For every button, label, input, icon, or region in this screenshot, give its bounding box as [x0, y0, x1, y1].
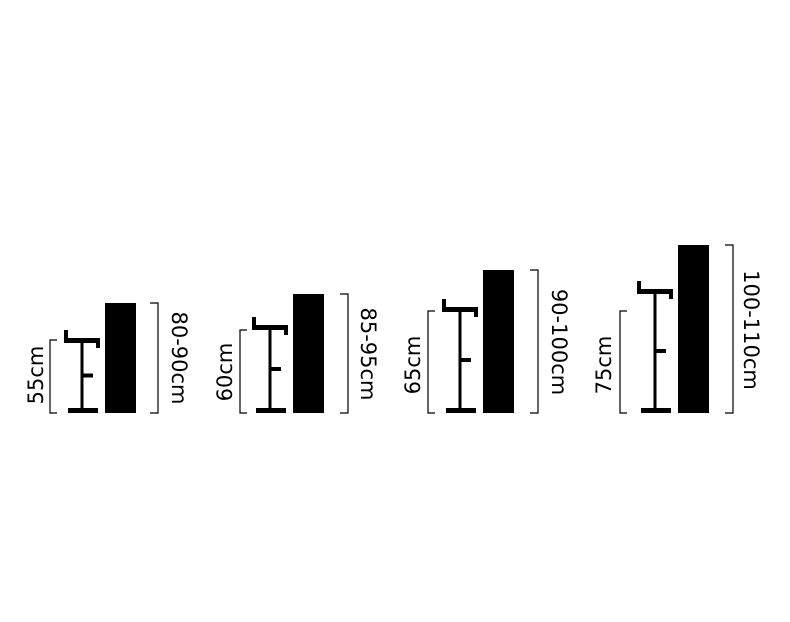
range-bracket	[340, 293, 349, 414]
stand-peg	[82, 373, 93, 378]
stand-hook-right	[669, 289, 673, 299]
range-bracket	[150, 302, 159, 414]
total-height-block	[678, 245, 709, 413]
stand-hook-right	[96, 338, 100, 348]
stand-height-label: 60cm	[213, 343, 237, 402]
stand-group: 60cm 85-95cm	[213, 293, 380, 414]
stand-top-bar	[442, 307, 478, 312]
stand-peg	[460, 358, 471, 362]
stand-height-label: 75cm	[592, 336, 616, 395]
range-label: 100-110cm	[739, 270, 763, 390]
total-height-block	[483, 270, 514, 413]
stand-hook-left	[442, 299, 446, 312]
range-bracket	[725, 244, 734, 414]
stand-peg	[655, 349, 666, 353]
stand-hook-right	[284, 325, 288, 335]
stand-top-bar	[252, 325, 288, 330]
stand-top-bar	[637, 289, 673, 294]
range-bracket	[530, 269, 539, 414]
height-bracket	[427, 310, 435, 414]
stand-group: 75cm 100-110cm	[592, 244, 763, 414]
stand-group: 65cm 90-100cm	[401, 269, 571, 414]
stand-hook-left	[637, 281, 641, 294]
stand-height-label: 65cm	[401, 336, 425, 395]
stand-hook-right	[474, 307, 478, 317]
stand-group: 55cm 80-90cm	[24, 302, 191, 414]
stand-top-bar	[64, 338, 100, 343]
height-bracket	[239, 329, 247, 414]
total-height-block	[293, 294, 324, 413]
stand-peg	[270, 367, 281, 371]
height-bracket	[619, 310, 627, 414]
stand-hook-left	[252, 317, 256, 330]
height-bracket	[49, 339, 57, 414]
total-height-block	[105, 303, 136, 413]
stand-hook-left	[64, 330, 68, 343]
range-label: 90-100cm	[547, 289, 571, 395]
range-label: 80-90cm	[167, 311, 191, 404]
range-label: 85-95cm	[356, 307, 380, 400]
stand-height-label: 55cm	[24, 346, 48, 405]
